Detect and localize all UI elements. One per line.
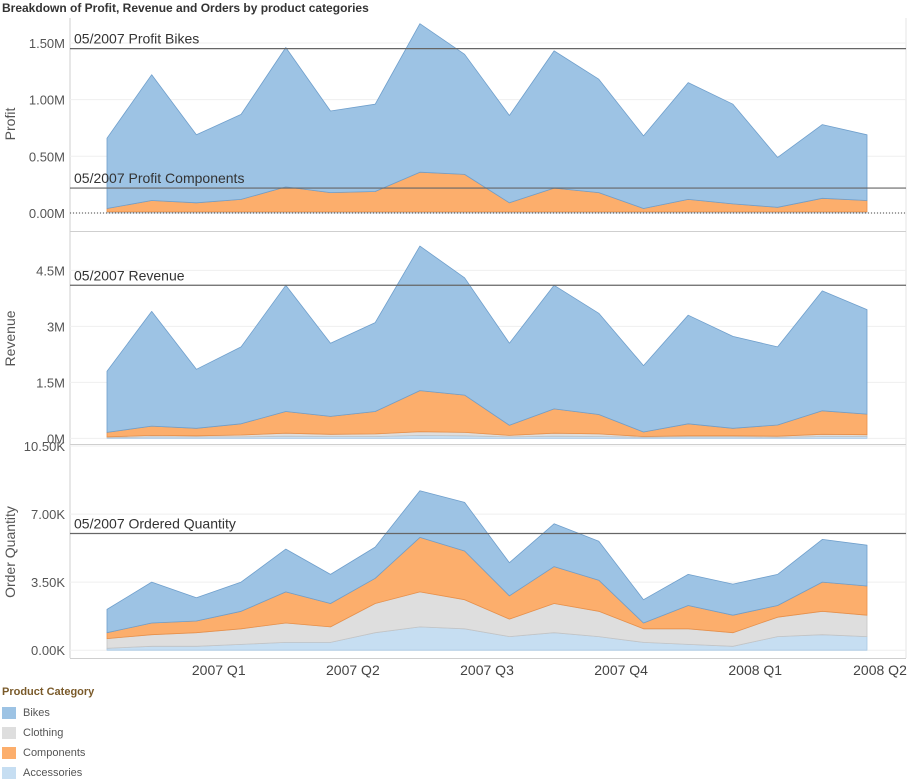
profit-tick-label: 1.50M xyxy=(29,36,65,51)
chart-title: Breakdown of Profit, Revenue and Orders … xyxy=(2,1,369,15)
legend-swatch-clothing xyxy=(2,727,16,739)
legend-swatch-bikes xyxy=(2,707,16,719)
reference-line-label: 05/2007 Profit Components xyxy=(74,170,244,186)
legend-swatch-accessories xyxy=(2,767,16,779)
legend-item-accessories[interactable]: Accessories xyxy=(2,763,94,783)
reference-line-label: 05/2007 Profit Bikes xyxy=(74,31,199,47)
x-tick-label: 2007 Q1 xyxy=(192,662,246,678)
revenue-area-bikes xyxy=(106,245,868,433)
legend-item-clothing[interactable]: Clothing xyxy=(2,723,94,743)
x-tick-label: 2007 Q2 xyxy=(326,662,380,678)
revenue-tick-label: 1.5M xyxy=(36,375,65,390)
legend-label-components: Components xyxy=(23,747,86,759)
revenue-tick-label: 4.5M xyxy=(36,263,65,278)
legend-label-clothing: Clothing xyxy=(23,727,64,739)
order-quantity-tick-label: 0.00K xyxy=(31,643,65,658)
profit-tick-label: 1.00M xyxy=(29,93,65,108)
chart-canvas: 0.00M 0.50M 1.00M 1.50M Profit 05/2007 Profit… xyxy=(2,18,907,678)
reference-line-label: 05/2007 Revenue xyxy=(74,267,185,283)
revenue-tick-label: 3M xyxy=(47,319,65,334)
reference-line-label: 05/2007 Ordered Quantity xyxy=(74,516,236,532)
order-quantity-tick-label: 10.50K xyxy=(24,439,66,454)
revenue-tick-label: 0M xyxy=(47,431,65,446)
legend: Product Category Bikes Clothing Componen… xyxy=(2,686,94,783)
x-tick-label: 2008 Q1 xyxy=(728,662,782,678)
legend-item-bikes[interactable]: Bikes xyxy=(2,703,94,723)
legend-swatch-components xyxy=(2,747,16,759)
order-quantity-axis-label: Order Quantity xyxy=(2,506,18,598)
order-quantity-tick-label: 7.00K xyxy=(31,507,65,522)
legend-item-components[interactable]: Components xyxy=(2,743,94,763)
profit-area-bikes xyxy=(106,23,868,209)
profit-tick-label: 0.50M xyxy=(29,149,65,164)
x-tick-label: 2008 Q2 xyxy=(853,662,907,678)
x-tick-label: 2007 Q4 xyxy=(594,662,648,678)
order-quantity-tick-label: 3.50K xyxy=(31,575,65,590)
order-quantity-area-bikes xyxy=(106,490,868,634)
revenue-axis-label: Revenue xyxy=(2,310,18,366)
x-tick-label: 2007 Q3 xyxy=(460,662,514,678)
profit-axis-label: Profit xyxy=(2,108,18,141)
profit-tick-label: 0.00M xyxy=(29,206,65,221)
legend-label-bikes: Bikes xyxy=(23,707,50,719)
legend-label-accessories: Accessories xyxy=(23,767,83,779)
legend-title: Product Category xyxy=(2,686,95,698)
